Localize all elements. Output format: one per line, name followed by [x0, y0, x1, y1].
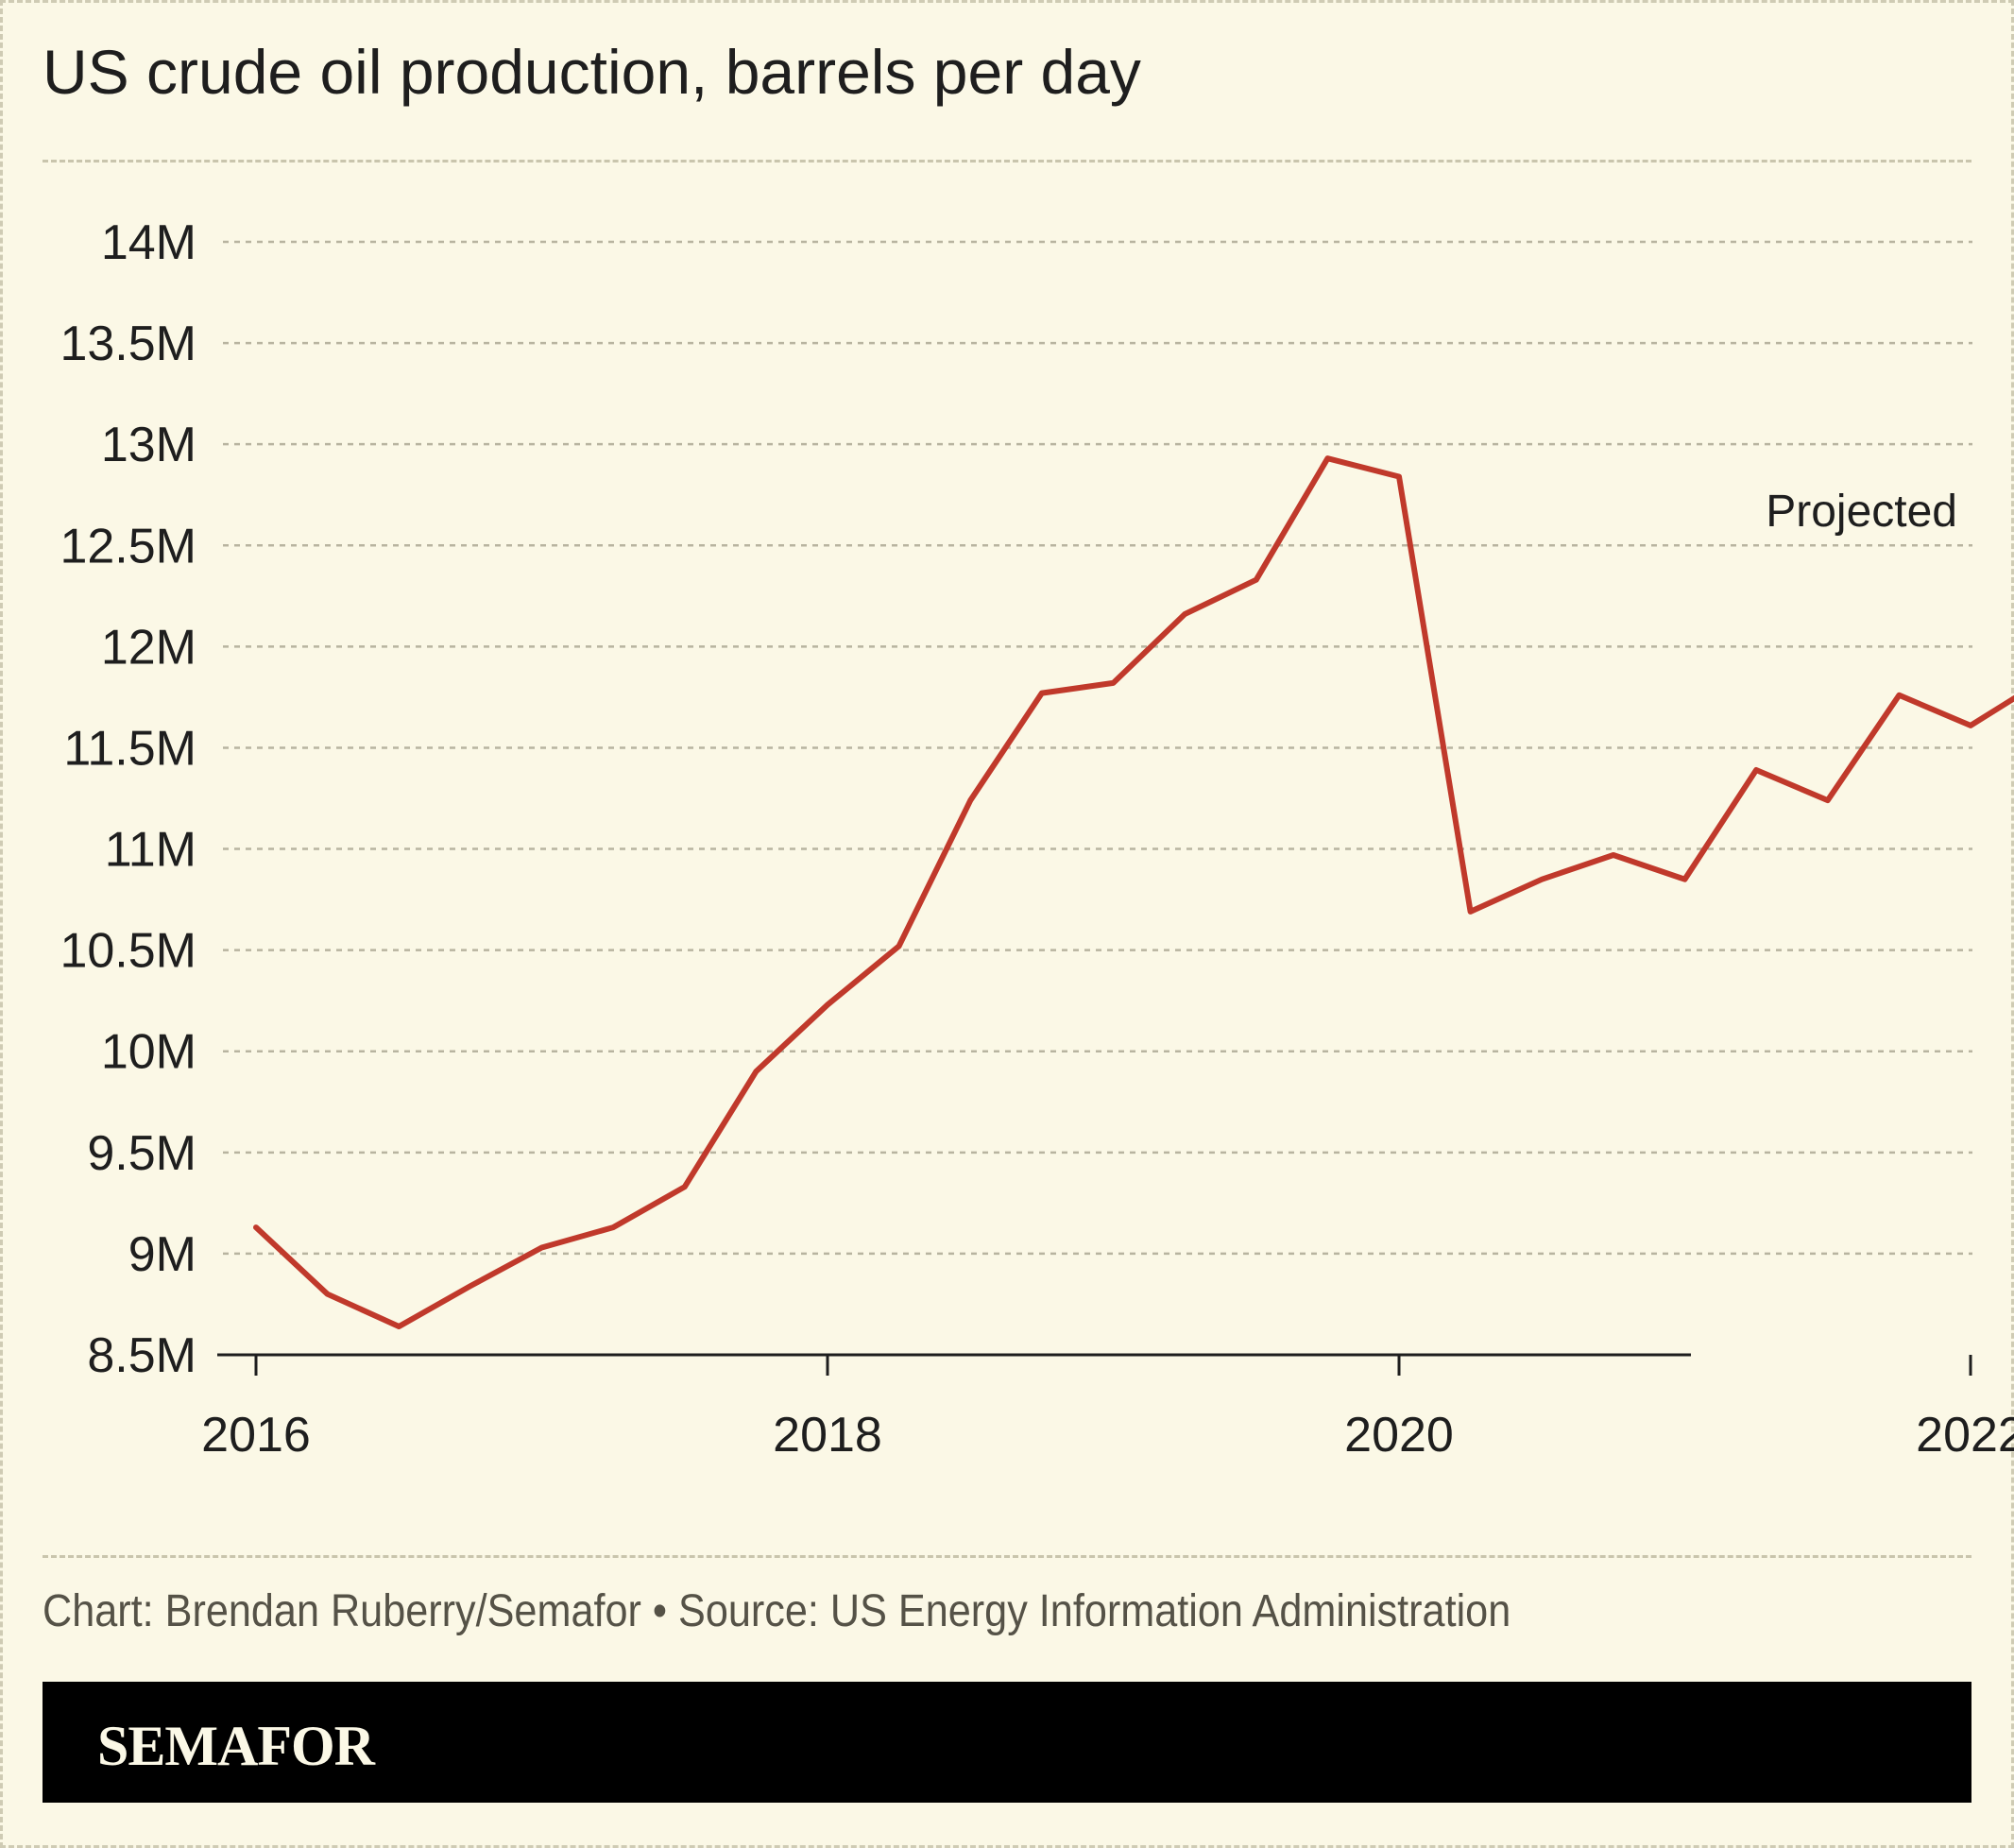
bottom-divider — [43, 1555, 1971, 1558]
y-tick-label: 10M — [101, 1025, 196, 1080]
y-tick-label: 11.5M — [63, 721, 196, 776]
line-chart: 8.5M 9M 9.5M 10M 10.5M 11M 11.5M 12M 12.5M 13M 13.… — [60, 215, 2014, 1463]
chart-title: US crude oil production, barrels per day — [43, 37, 1141, 107]
x-tick-label: 2020 — [1344, 1408, 1454, 1463]
top-divider — [43, 160, 1971, 163]
semafor-logo: SEMAFOR — [97, 1715, 375, 1777]
y-tick-label: 13M — [101, 418, 196, 472]
x-tick-label: 2022 — [1916, 1408, 2014, 1463]
y-tick-label: 9M — [128, 1227, 196, 1282]
series-line — [253, 455, 2014, 1329]
y-tick-label: 8.5M — [87, 1328, 196, 1383]
y-tick-label: 12.5M — [60, 519, 196, 573]
y-tick-label: 10.5M — [60, 924, 196, 979]
y-tick-label: 11M — [105, 823, 196, 878]
y-tick-label: 13.5M — [60, 317, 196, 371]
x-tick-label: 2018 — [773, 1408, 882, 1463]
y-tick-label: 14M — [101, 215, 196, 270]
y-tick-label: 9.5M — [87, 1126, 196, 1181]
y-tick-label: 12M — [101, 620, 196, 675]
projected-label: Projected — [1766, 487, 1957, 537]
footer-bar: SEMAFOR — [43, 1682, 1971, 1803]
x-tick-label: 2016 — [201, 1408, 311, 1463]
source-credit: Chart: Brendan Ruberry/Semafor • Source:… — [43, 1586, 1511, 1636]
